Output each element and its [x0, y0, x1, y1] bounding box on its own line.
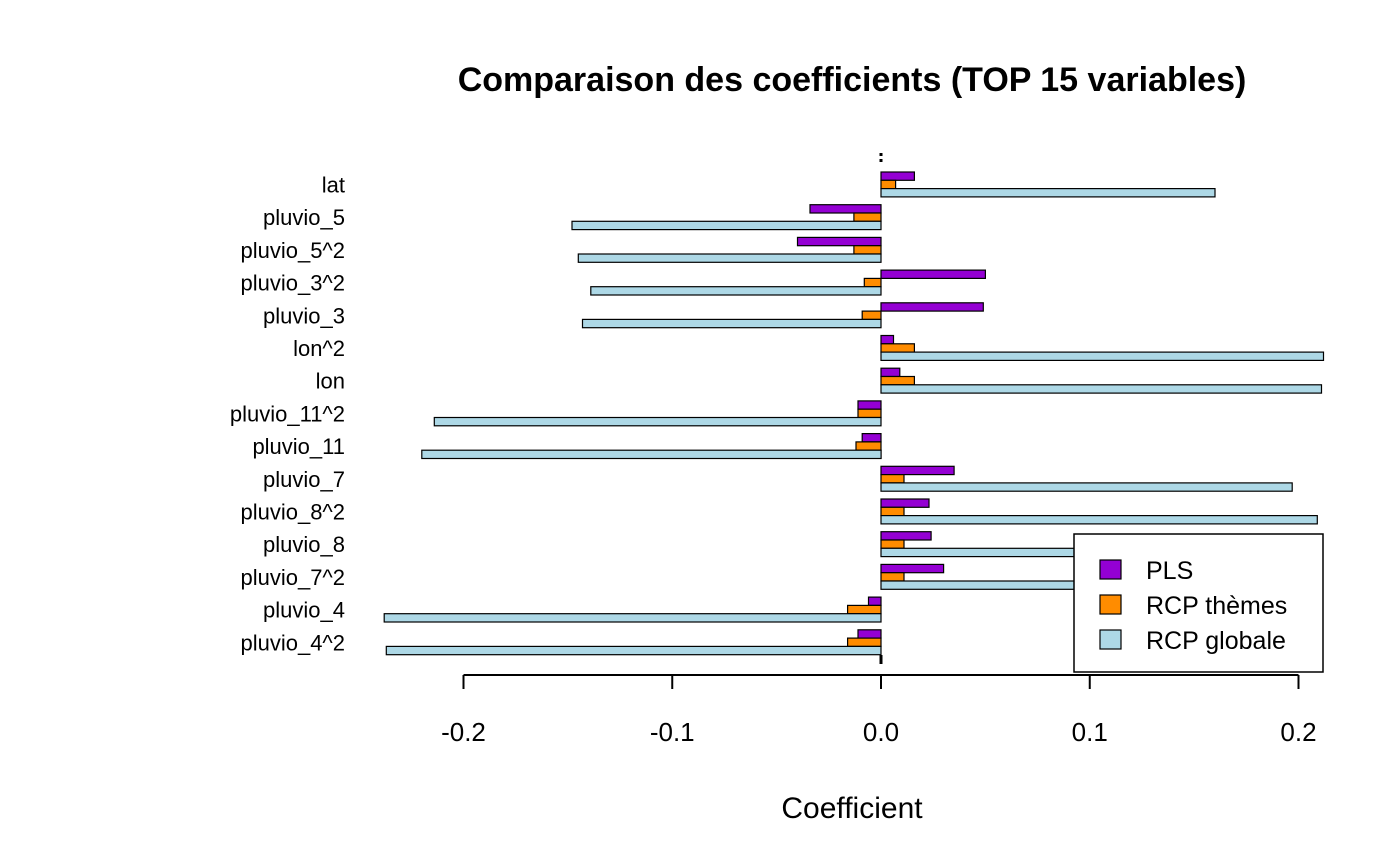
bar-rcp-th-mes-4 [861, 310, 882, 321]
category-label: pluvio_5 [263, 205, 345, 230]
category-label: pluvio_11^2 [230, 401, 345, 426]
bar-pls-12 [880, 563, 945, 574]
bar-rcp-globale-7 [433, 416, 882, 427]
x-tick-label: 0.1 [1072, 717, 1108, 747]
bar-pls-0 [880, 171, 916, 181]
bar-rcp-globale-5 [880, 351, 1325, 362]
bar-pls-10 [880, 498, 930, 508]
bar-rcp-th-mes-6 [880, 375, 916, 386]
bar-pls-14 [857, 629, 882, 639]
bar-pls-9 [880, 465, 955, 476]
bar-rcp-th-mes-1 [853, 212, 882, 222]
bar-pls-2 [796, 236, 882, 247]
bar-pls-11 [880, 531, 932, 541]
bar-rcp-globale-3 [590, 286, 882, 296]
bar-rcp-globale-10 [880, 514, 1318, 525]
legend-swatch [1099, 559, 1122, 580]
bar-pls-3 [880, 269, 987, 280]
bar-rcp-globale-13 [383, 613, 882, 623]
category-label: lat [322, 172, 345, 197]
bar-rcp-globale-14 [385, 645, 882, 656]
category-label: pluvio_4 [263, 598, 345, 623]
bar-rcp-th-mes-10 [880, 506, 905, 517]
bar-pls-4 [880, 302, 984, 312]
x-tick-label: -0.2 [441, 717, 486, 747]
bar-pls-5 [880, 334, 895, 345]
category-label: pluvio_3^2 [240, 271, 345, 296]
bar-rcp-th-mes-8 [855, 441, 882, 451]
legend-swatch [1099, 629, 1122, 650]
bar-rcp-th-mes-3 [863, 277, 882, 288]
category-label: pluvio_4^2 [240, 630, 345, 655]
legend-label: RCP thèmes [1146, 592, 1287, 620]
bar-pls-13 [867, 596, 882, 606]
category-label: pluvio_7 [263, 467, 345, 492]
bar-rcp-th-mes-11 [880, 539, 905, 549]
bar-rcp-globale-2 [577, 253, 882, 263]
legend-label: RCP globale [1146, 627, 1286, 655]
bar-rcp-globale-1 [571, 220, 882, 231]
bar-pls-7 [857, 400, 882, 410]
bar-rcp-th-mes-9 [880, 474, 905, 484]
bar-pls-8 [861, 433, 882, 443]
bar-rcp-th-mes-0 [880, 179, 897, 190]
category-label: pluvio_8^2 [240, 500, 345, 525]
x-axis-label: Coefficient [781, 792, 923, 825]
bar-rcp-th-mes-13 [846, 604, 882, 615]
category-label: pluvio_7^2 [240, 565, 345, 590]
bar-rcp-globale-4 [581, 318, 882, 329]
chart-title: Comparaison des coefficients (TOP 15 var… [458, 61, 1247, 99]
bar-rcp-globale-8 [421, 449, 882, 460]
bar-pls-6 [880, 367, 901, 378]
category-label: lon [316, 369, 345, 394]
category-labels: lat pluvio_5 pluvio_5^2 pluvio_3^2 pluvio_3l… [230, 172, 345, 655]
x-tick-label: -0.1 [650, 717, 695, 747]
category-label: pluvio_3 [263, 303, 345, 328]
bar-rcp-th-mes-14 [846, 637, 882, 647]
category-label: lon^2 [293, 336, 345, 361]
bar-rcp-globale-0 [880, 188, 1216, 198]
legend-swatch [1099, 594, 1122, 615]
x-tick-label: 0.2 [1280, 717, 1316, 747]
category-label: pluvio_5^2 [240, 238, 345, 263]
bar-rcp-th-mes-7 [857, 408, 882, 419]
category-label: pluvio_11 [252, 434, 345, 459]
bar-rcp-globale-9 [880, 482, 1293, 492]
x-axis: -0.2 -0.1 0.0 0.1 0.2 [441, 674, 1317, 747]
bar-rcp-th-mes-12 [880, 572, 905, 582]
legend: PLS RCP thèmes RCP globale [1073, 533, 1324, 673]
category-label: pluvio_8 [263, 532, 345, 557]
bar-rcp-th-mes-5 [880, 343, 916, 353]
legend-label: PLS [1146, 557, 1193, 585]
bar-rcp-globale-6 [880, 384, 1323, 394]
bar-pls-1 [809, 204, 882, 214]
bar-rcp-th-mes-2 [853, 245, 882, 255]
x-tick-label: 0.0 [863, 717, 899, 747]
